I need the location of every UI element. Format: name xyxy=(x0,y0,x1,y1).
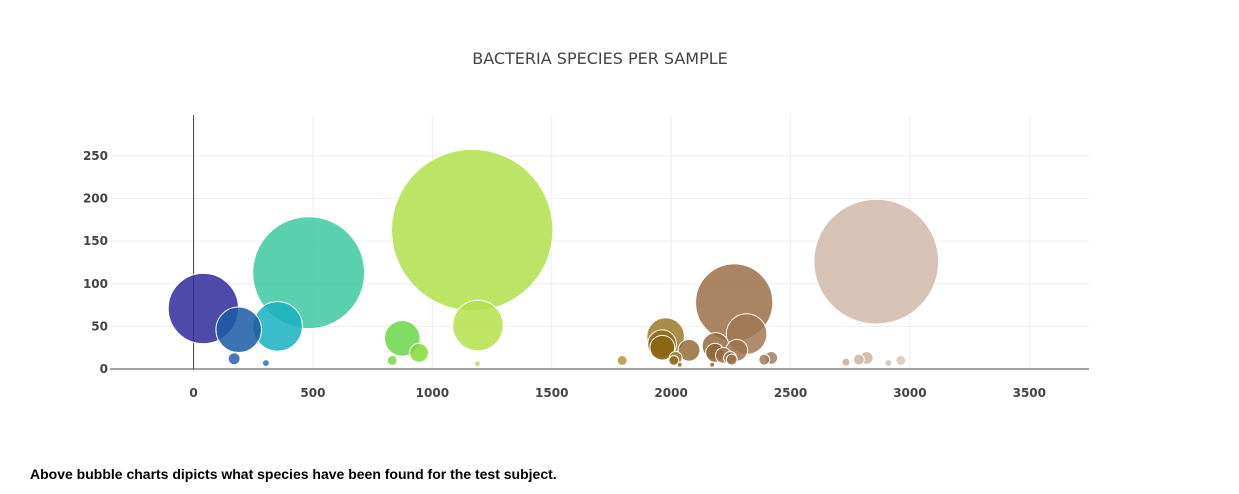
data-bubble xyxy=(813,198,940,325)
data-bubble xyxy=(676,361,683,368)
data-bubble xyxy=(758,353,771,366)
data-bubble xyxy=(474,360,481,368)
x-tick-label: 1000 xyxy=(416,386,449,400)
bubble-chart: BACTERIA SPECIES PER SAMPLE 0 500 1000 1500… xyxy=(83,49,1089,400)
data-bubble xyxy=(841,357,851,367)
data-bubble xyxy=(409,342,429,363)
data-bubble xyxy=(709,361,716,368)
bubble-layer xyxy=(167,148,940,368)
data-bubble xyxy=(386,355,398,366)
y-tick-label: 100 xyxy=(83,277,108,291)
bubble-chart-svg: BACTERIA SPECIES PER SAMPLE 0 500 1000 1500… xyxy=(83,49,1089,400)
data-bubble xyxy=(391,148,554,312)
data-bubble xyxy=(677,338,701,362)
y-tick-label: 200 xyxy=(83,192,108,206)
y-tick-label: 50 xyxy=(91,319,108,333)
data-bubble xyxy=(227,352,241,366)
x-tick-label: 2500 xyxy=(774,386,807,400)
x-tick-label: 3500 xyxy=(1013,386,1046,400)
tick-label-layer: 0 500 1000 1500 2000 2500 3000 3500 0 50 100 150 200… xyxy=(83,149,1046,400)
data-bubble xyxy=(884,359,893,367)
x-tick-label: 500 xyxy=(300,386,325,400)
data-bubble xyxy=(452,299,504,352)
data-bubble xyxy=(725,353,738,366)
y-tick-label: 250 xyxy=(83,149,108,163)
data-bubble xyxy=(668,355,680,366)
chart-caption: Above bubble charts dipicts what species… xyxy=(30,466,557,482)
data-bubble xyxy=(649,334,676,361)
y-tick-label: 150 xyxy=(83,234,108,248)
x-tick-label: 3000 xyxy=(893,386,926,400)
data-bubble xyxy=(252,216,366,330)
data-bubble xyxy=(895,355,907,366)
x-tick-label: 0 xyxy=(189,386,197,400)
data-bubble xyxy=(215,306,262,354)
chart-title: BACTERIA SPECIES PER SAMPLE xyxy=(472,49,728,68)
x-tick-label: 1500 xyxy=(535,386,568,400)
data-bubble xyxy=(261,359,270,367)
y-tick-label: 0 xyxy=(100,362,108,376)
data-bubble xyxy=(616,355,628,366)
data-bubble xyxy=(852,353,865,366)
x-tick-label: 2000 xyxy=(654,386,687,400)
